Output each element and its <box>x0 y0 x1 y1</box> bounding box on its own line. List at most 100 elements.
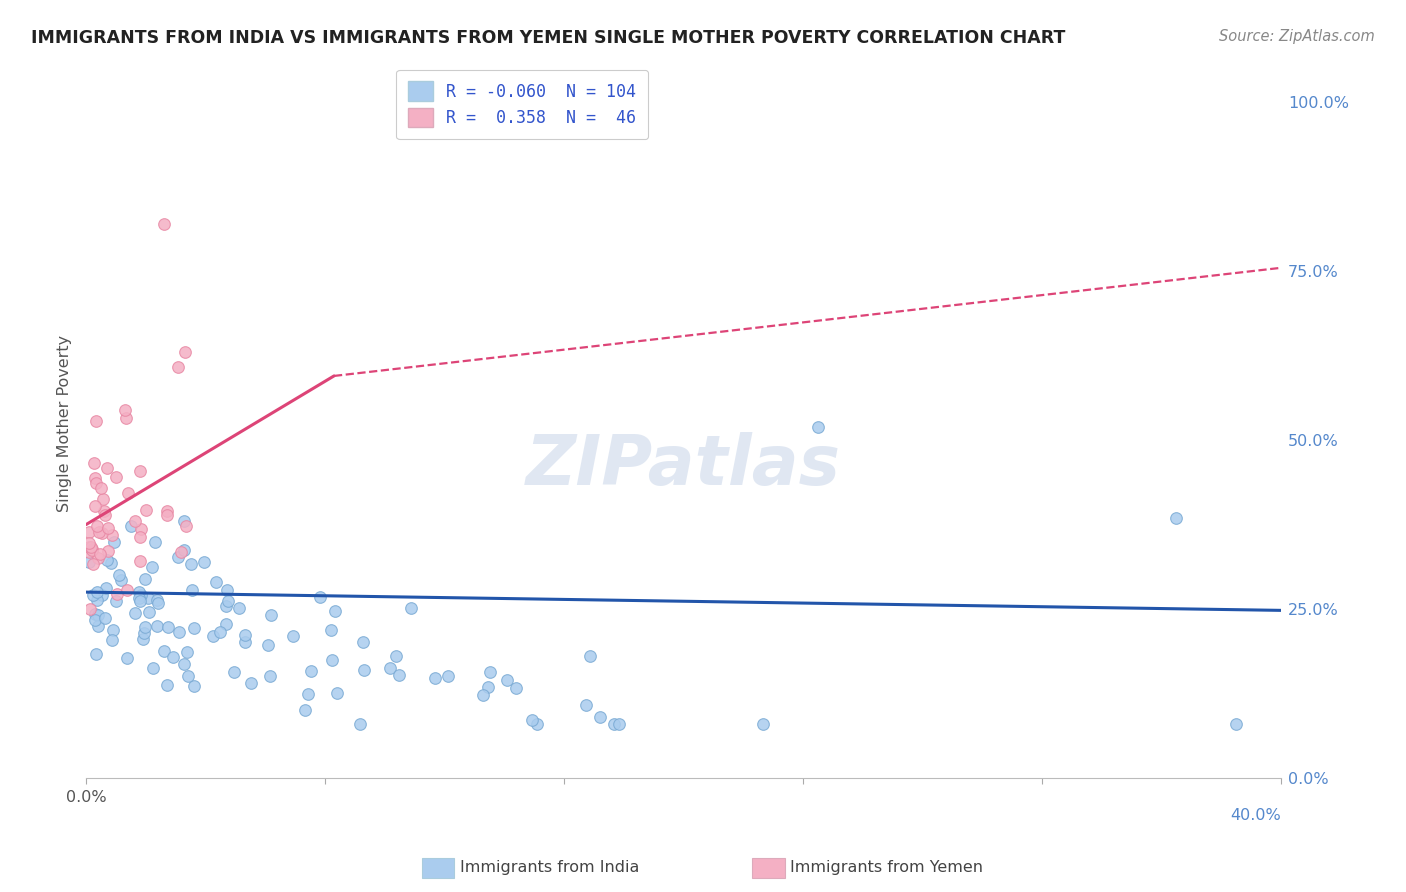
Point <box>214 599 236 613</box>
Point <box>259 668 281 682</box>
Point <box>575 698 598 713</box>
Point <box>609 717 631 731</box>
Point <box>101 528 124 542</box>
Point <box>141 559 163 574</box>
Point <box>135 503 157 517</box>
Point <box>578 649 600 664</box>
Point <box>129 588 152 602</box>
Point <box>522 713 544 727</box>
Point <box>128 591 150 606</box>
Point <box>352 635 374 649</box>
Point <box>235 628 257 642</box>
Point <box>201 630 224 644</box>
Point <box>472 688 495 702</box>
Point <box>173 345 195 359</box>
Point <box>103 534 125 549</box>
Point <box>425 671 447 685</box>
Point <box>91 588 114 602</box>
Point <box>183 621 205 635</box>
Point <box>91 492 114 507</box>
Point <box>128 585 150 599</box>
Point <box>114 403 136 417</box>
Point <box>399 600 422 615</box>
Text: ZIPatlas: ZIPatlas <box>526 433 841 500</box>
Point <box>1166 511 1188 525</box>
Point <box>77 524 100 539</box>
Point <box>378 661 401 675</box>
Point <box>602 717 624 731</box>
Point <box>87 607 110 622</box>
Point <box>505 681 527 695</box>
Point <box>128 530 150 544</box>
Point <box>124 514 146 528</box>
Point <box>281 628 304 642</box>
Point <box>173 657 195 672</box>
Point <box>180 557 202 571</box>
Point <box>93 503 115 517</box>
Point <box>325 604 347 618</box>
Point <box>84 647 107 661</box>
Point <box>153 644 176 658</box>
Point <box>166 550 188 565</box>
Point <box>146 593 169 607</box>
Point <box>84 470 107 484</box>
Point <box>80 542 103 557</box>
Point <box>349 717 371 731</box>
Point <box>173 543 195 558</box>
Point <box>86 592 108 607</box>
Point <box>142 661 165 675</box>
Point <box>260 607 283 622</box>
Point <box>193 555 215 569</box>
Point <box>84 607 107 621</box>
Point <box>96 582 118 596</box>
Point <box>82 588 104 602</box>
Point <box>294 703 316 717</box>
Point <box>297 688 319 702</box>
Point <box>204 575 226 590</box>
Text: Immigrants from India: Immigrants from India <box>460 861 640 875</box>
Point <box>526 717 548 731</box>
Point <box>84 475 107 490</box>
Point <box>208 624 231 639</box>
Point <box>115 651 138 665</box>
Point <box>97 543 120 558</box>
Point <box>84 613 107 627</box>
Point <box>110 574 132 588</box>
Text: Immigrants from Yemen: Immigrants from Yemen <box>790 861 983 875</box>
Point <box>89 547 111 561</box>
Point <box>114 411 136 425</box>
Point <box>104 593 127 607</box>
Point <box>84 414 107 428</box>
Point <box>80 542 103 557</box>
Point <box>477 680 499 694</box>
Point <box>299 664 322 678</box>
Point <box>77 545 100 559</box>
Point <box>257 639 280 653</box>
Point <box>166 360 188 375</box>
Point <box>180 583 202 598</box>
Point <box>751 717 773 731</box>
Text: 40.0%: 40.0% <box>1230 808 1281 823</box>
Point <box>101 624 124 638</box>
Point <box>177 669 200 683</box>
Point <box>134 625 156 640</box>
Point <box>82 557 104 571</box>
Point <box>146 619 169 633</box>
Point <box>129 594 152 608</box>
Point <box>233 635 256 649</box>
Point <box>138 605 160 619</box>
Point <box>96 461 118 475</box>
Point <box>143 535 166 549</box>
Point <box>101 633 124 648</box>
Text: IMMIGRANTS FROM INDIA VS IMMIGRANTS FROM YEMEN SINGLE MOTHER POVERTY CORRELATION: IMMIGRANTS FROM INDIA VS IMMIGRANTS FROM… <box>31 29 1066 46</box>
Point <box>87 550 110 565</box>
Point <box>162 650 184 665</box>
Point <box>807 419 830 434</box>
Point <box>1225 717 1247 731</box>
Point <box>128 554 150 568</box>
Point <box>309 591 332 605</box>
Point <box>134 620 156 634</box>
Point <box>222 665 245 680</box>
Point <box>79 540 101 554</box>
Point <box>120 519 142 533</box>
